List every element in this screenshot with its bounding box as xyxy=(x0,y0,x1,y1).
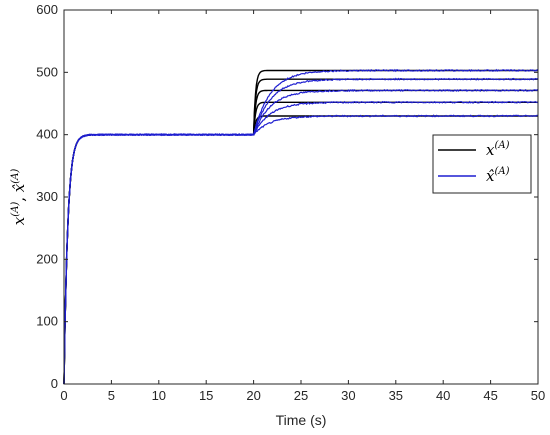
y-axis-label-sup1: (A) xyxy=(10,202,21,217)
y-tick-label: 300 xyxy=(36,189,58,204)
legend-symbol: x xyxy=(486,141,495,159)
x-axis-label: Time (s) xyxy=(276,412,327,428)
series-layer xyxy=(63,68,539,385)
legend-superscript: (A) xyxy=(494,140,509,151)
x-tick-label: 25 xyxy=(294,388,308,403)
legend: x(A)x̂(A) xyxy=(432,134,532,194)
y-tick-label: 0 xyxy=(51,376,58,391)
legend-symbol: x̂ xyxy=(486,167,495,185)
x-tick-label: 20 xyxy=(246,388,260,403)
x-tick-label: 15 xyxy=(199,388,213,403)
series-estimate-line xyxy=(63,68,539,385)
legend-label: x(A) xyxy=(486,140,510,159)
x-tick-label: 35 xyxy=(389,388,403,403)
y-axis-label: x(A), x̂(A) xyxy=(10,169,28,226)
y-axis-label-sup2: (A) xyxy=(10,169,21,184)
y-axis-label-comma: , xyxy=(10,192,28,202)
y-tick-label: 600 xyxy=(36,2,58,17)
y-axis-label-x: x xyxy=(10,216,28,225)
legend-label: x̂(A) xyxy=(486,166,510,185)
x-tick-label: 30 xyxy=(341,388,355,403)
y-tick-label: 400 xyxy=(36,127,58,142)
x-tick-label: 45 xyxy=(483,388,497,403)
legend-superscript: (A) xyxy=(494,166,509,177)
legend-box xyxy=(432,134,532,194)
y-tick-label: 200 xyxy=(36,251,58,266)
x-tick-label: 5 xyxy=(108,388,115,403)
x-tick-label: 10 xyxy=(152,388,166,403)
y-axis-label-xhat: x̂ xyxy=(10,183,28,192)
x-tick-label: 50 xyxy=(531,388,545,403)
x-tick-label: 0 xyxy=(60,388,67,403)
y-tick-label: 100 xyxy=(36,314,58,329)
y-axis-label-text: x(A), x̂(A) xyxy=(10,169,28,226)
y-tick-label: 500 xyxy=(36,64,58,79)
x-tick-label: 40 xyxy=(436,388,450,403)
plot-area xyxy=(64,10,538,384)
